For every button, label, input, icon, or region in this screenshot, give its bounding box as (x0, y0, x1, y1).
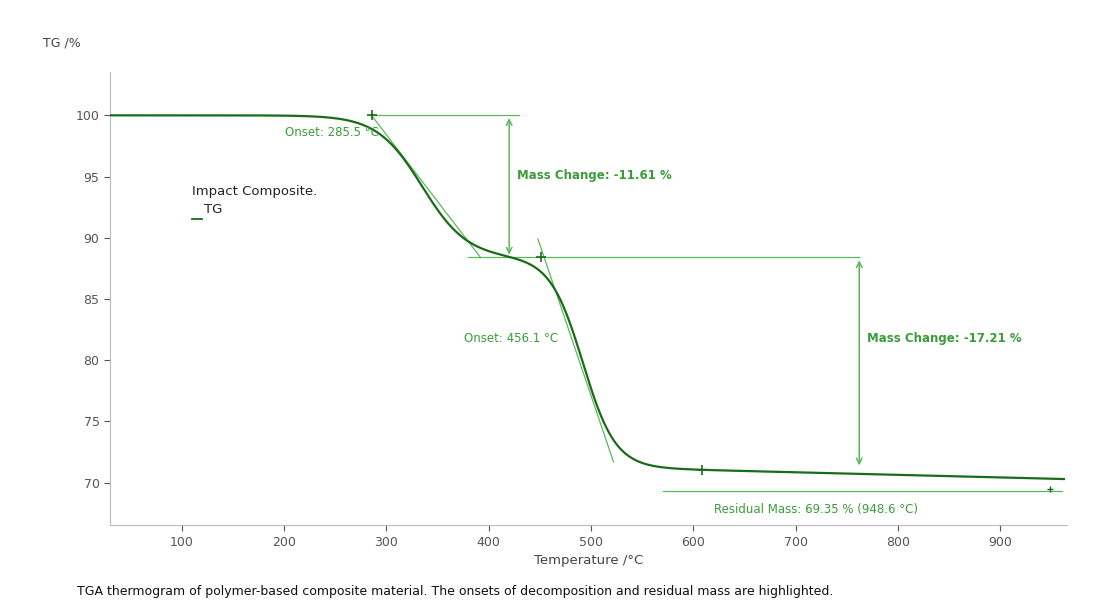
Text: Impact Composite.: Impact Composite. (191, 185, 317, 198)
Text: TG: TG (205, 204, 222, 216)
Text: Mass Change: -17.21 %: Mass Change: -17.21 % (868, 332, 1022, 345)
Text: Residual Mass: 69.35 % (948.6 °C): Residual Mass: 69.35 % (948.6 °C) (714, 503, 917, 516)
Text: TG /%: TG /% (43, 36, 80, 50)
Text: Mass Change: -11.61 %: Mass Change: -11.61 % (517, 169, 672, 182)
Text: TGA thermogram of polymer-based composite material. The onsets of decomposition : TGA thermogram of polymer-based composit… (77, 585, 834, 598)
Text: Onset: 285.5 °C: Onset: 285.5 °C (285, 126, 378, 139)
X-axis label: Temperature /°C: Temperature /°C (534, 554, 644, 567)
Text: Onset: 456.1 °C: Onset: 456.1 °C (464, 332, 559, 345)
